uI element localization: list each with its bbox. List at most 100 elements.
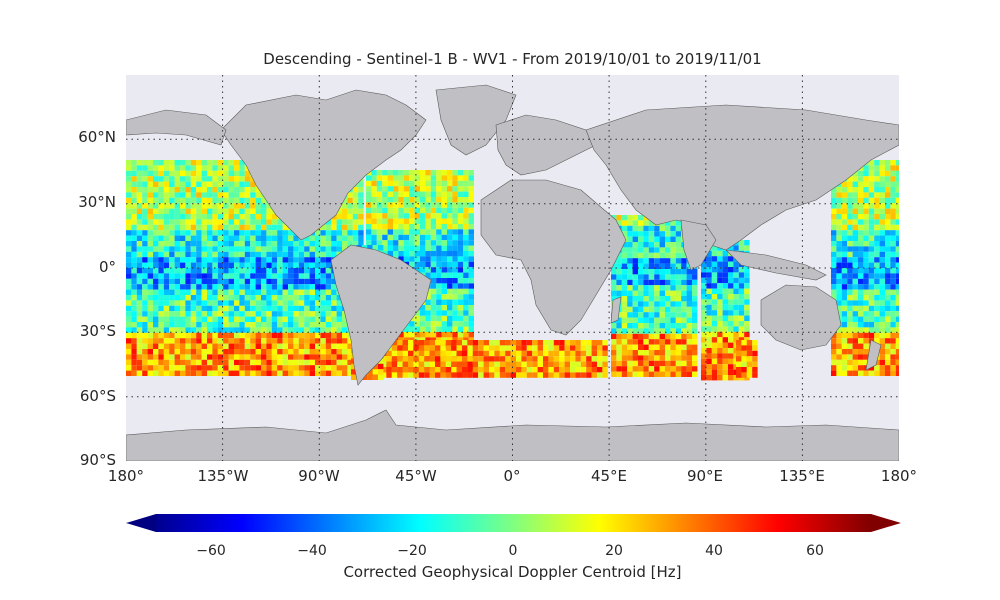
- doppler-cell: [722, 321, 728, 327]
- doppler-cell: [863, 343, 869, 349]
- doppler-cell: [277, 278, 283, 285]
- doppler-cell: [890, 300, 896, 306]
- doppler-cell: [212, 181, 218, 187]
- doppler-cell: [393, 251, 399, 257]
- doppler-cell: [201, 359, 207, 366]
- doppler-cell: [158, 192, 164, 198]
- doppler-cell: [320, 349, 326, 355]
- doppler-cell: [196, 289, 202, 295]
- doppler-cell: [201, 224, 207, 231]
- doppler-cell: [874, 322, 880, 328]
- doppler-cell: [874, 197, 880, 204]
- doppler-cell: [201, 332, 207, 339]
- doppler-cell: [277, 235, 283, 241]
- doppler-cell: [516, 356, 522, 362]
- doppler-cell: [190, 343, 197, 349]
- doppler-cell: [185, 170, 191, 177]
- doppler-cell: [665, 296, 671, 302]
- doppler-cell: [282, 305, 288, 312]
- doppler-cell: [261, 289, 267, 295]
- doppler-cell: [255, 219, 261, 225]
- doppler-cell: [234, 214, 240, 220]
- doppler-cell: [293, 370, 299, 376]
- doppler-cell: [430, 218, 437, 224]
- doppler-cell: [874, 295, 880, 301]
- doppler-cell: [352, 214, 359, 220]
- doppler-cell: [196, 262, 202, 268]
- doppler-cell: [452, 332, 458, 338]
- doppler-cell: [325, 235, 332, 241]
- doppler-cell: [304, 349, 310, 355]
- doppler-cell: [352, 235, 359, 241]
- doppler-cell: [190, 305, 197, 312]
- doppler-cell: [228, 251, 234, 258]
- doppler-cell: [890, 203, 896, 209]
- doppler-cell: [681, 339, 687, 345]
- doppler-cell: [304, 257, 310, 263]
- doppler-cell: [131, 343, 137, 349]
- doppler-cell: [659, 296, 665, 302]
- doppler-cell: [180, 224, 186, 231]
- doppler-cell: [153, 343, 159, 349]
- doppler-cell: [463, 234, 469, 241]
- doppler-cell: [201, 176, 207, 182]
- doppler-cell: [169, 354, 175, 360]
- doppler-cell: [580, 350, 587, 357]
- doppler-cell: [315, 338, 321, 344]
- doppler-cell: [752, 350, 758, 357]
- doppler-cell: [879, 295, 885, 301]
- doppler-cell: [190, 338, 197, 344]
- doppler-cell: [315, 230, 321, 236]
- doppler-cell: [153, 359, 159, 366]
- doppler-cell: [462, 356, 468, 362]
- doppler-cell: [728, 299, 734, 305]
- doppler-cell: [659, 279, 665, 286]
- doppler-cell: [255, 284, 261, 290]
- doppler-cell: [228, 370, 234, 376]
- doppler-cell: [277, 370, 283, 376]
- doppler-cell: [616, 258, 622, 264]
- doppler-cell: [367, 374, 373, 380]
- doppler-cell: [217, 219, 224, 225]
- doppler-cell: [239, 176, 245, 182]
- doppler-cell: [722, 267, 728, 273]
- doppler-cell: [675, 328, 682, 334]
- doppler-cell: [212, 289, 218, 295]
- doppler-cell: [885, 170, 891, 177]
- doppler-cell: [293, 311, 299, 317]
- doppler-cell: [744, 326, 750, 332]
- doppler-cell: [879, 208, 885, 214]
- doppler-cell: [621, 333, 628, 340]
- doppler-cell: [831, 278, 837, 285]
- doppler-cell: [670, 290, 676, 296]
- doppler-cell: [738, 283, 745, 289]
- doppler-cell: [298, 365, 305, 371]
- doppler-cell: [863, 305, 869, 312]
- doppler-cell: [847, 214, 853, 220]
- doppler-cell: [665, 220, 671, 226]
- doppler-cell: [212, 241, 218, 247]
- doppler-cell: [207, 359, 213, 366]
- doppler-cell: [638, 344, 644, 350]
- doppler-cell: [874, 311, 880, 317]
- colorbar-extend-max: [871, 514, 901, 532]
- doppler-cell: [420, 170, 426, 176]
- doppler-cell: [158, 311, 164, 317]
- doppler-cell: [271, 246, 278, 252]
- doppler-cell: [298, 359, 305, 366]
- doppler-cell: [239, 300, 245, 306]
- doppler-cell: [304, 359, 310, 366]
- doppler-cell: [366, 213, 372, 219]
- doppler-cell: [387, 251, 393, 257]
- doppler-cell: [244, 273, 251, 279]
- doppler-cell: [468, 288, 474, 295]
- doppler-cell: [271, 262, 278, 268]
- doppler-cell: [266, 365, 272, 371]
- doppler-cell: [126, 354, 132, 360]
- doppler-cell: [841, 235, 848, 241]
- doppler-cell: [741, 340, 747, 346]
- doppler-cell: [234, 203, 240, 209]
- doppler-cell: [425, 256, 431, 262]
- landmass-australia: [760, 284, 842, 351]
- doppler-cell: [185, 332, 191, 339]
